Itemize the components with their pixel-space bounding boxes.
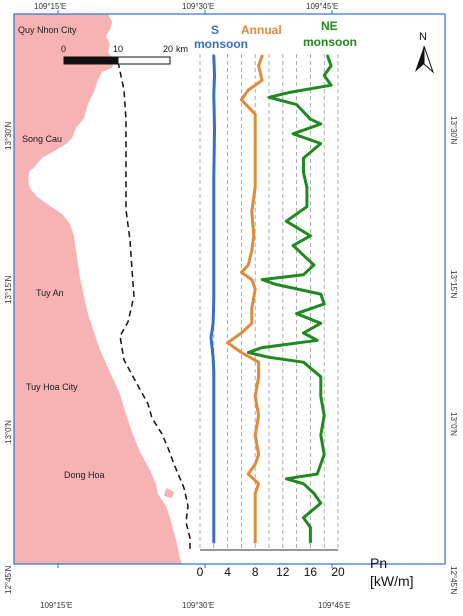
right-latitude-label: 13°30'N bbox=[449, 116, 458, 145]
scale-unit: km bbox=[176, 44, 188, 54]
north-arrow-icon: N bbox=[415, 31, 435, 74]
place-label-tuy-an: Tuy An bbox=[36, 288, 64, 298]
legend-s-monsoon-line-2: monsoon bbox=[194, 37, 248, 51]
bottom-longitude-label: 109°45'E bbox=[318, 601, 350, 610]
place-label-quy-nhon-city: Quy Nhon City bbox=[18, 25, 77, 35]
right-latitude-label: 13°15'N bbox=[449, 270, 458, 299]
chart-x-tick-label: 8 bbox=[252, 565, 259, 579]
offshore-boundary-line bbox=[117, 61, 191, 552]
legend-s-monsoon-line-1: S bbox=[211, 23, 219, 37]
scale-label-20: 20 bbox=[163, 44, 173, 54]
bay-inlet bbox=[28, 167, 63, 197]
land-coastline bbox=[14, 14, 182, 564]
chart-series-line-annual bbox=[226, 54, 264, 544]
left-latitude-label: 13°0'N bbox=[4, 420, 13, 444]
chart-x-tick-label: 20 bbox=[331, 565, 345, 579]
left-latitude-label: 12°45'N bbox=[4, 565, 13, 594]
chart-x-axis-unit: [kW/m] bbox=[370, 573, 414, 589]
place-label-tuy-hoa-city: Tuy Hoa City bbox=[26, 382, 78, 392]
scale-label-0: 0 bbox=[61, 44, 66, 54]
scale-bar: 0 10 20 km bbox=[61, 44, 188, 65]
graticule-ticks bbox=[57, 10, 333, 568]
legend-annual: Annual bbox=[241, 23, 282, 37]
chart-legend: S monsoon Annual NE monsoon bbox=[194, 19, 357, 51]
chart-series-line-s-monsoon bbox=[209, 54, 216, 544]
scale-label-10: 10 bbox=[113, 44, 123, 54]
chart-tick-labels: 0 4 8 12 16 20 bbox=[197, 565, 345, 579]
islet bbox=[164, 488, 174, 498]
chart-x-tick-label: 0 bbox=[197, 565, 204, 579]
right-latitude-label: 13°0'N bbox=[449, 412, 458, 436]
top-longitude-label: 109°15'E bbox=[34, 2, 66, 11]
north-label: N bbox=[419, 31, 427, 43]
bottom-longitude-label: 109°15'E bbox=[40, 601, 72, 610]
chart-series-group bbox=[209, 54, 333, 544]
legend-ne-monsoon-line-1: NE bbox=[321, 19, 338, 33]
top-longitude-label: 109°30'E bbox=[182, 2, 214, 11]
chart-x-axis-label: Pn bbox=[370, 555, 387, 571]
scale-bar-white-segment bbox=[117, 56, 171, 65]
chart-series-line-ne-monsoon bbox=[246, 54, 333, 544]
chart-x-tick-label: 4 bbox=[224, 565, 231, 579]
bottom-longitude-label: 109°30'E bbox=[182, 601, 214, 610]
map-frame bbox=[13, 13, 446, 565]
chart-x-tick-label: 12 bbox=[276, 565, 290, 579]
legend-ne-monsoon-line-2: monsoon bbox=[303, 35, 357, 49]
left-latitude-label: 13°15'N bbox=[4, 275, 13, 304]
right-latitude-label: 12°45'N bbox=[449, 566, 458, 595]
scale-bar-black-segment bbox=[63, 56, 119, 65]
place-label-dong-hoa: Dong Hoa bbox=[64, 470, 105, 480]
left-latitude-label: 13°30'N bbox=[4, 121, 13, 150]
place-label-song-cau: Song Cau bbox=[22, 134, 62, 144]
top-longitude-label: 109°45'E bbox=[306, 2, 338, 11]
chart-x-tick-label: 16 bbox=[304, 565, 318, 579]
chart-grid bbox=[199, 54, 339, 550]
islet bbox=[159, 514, 166, 521]
